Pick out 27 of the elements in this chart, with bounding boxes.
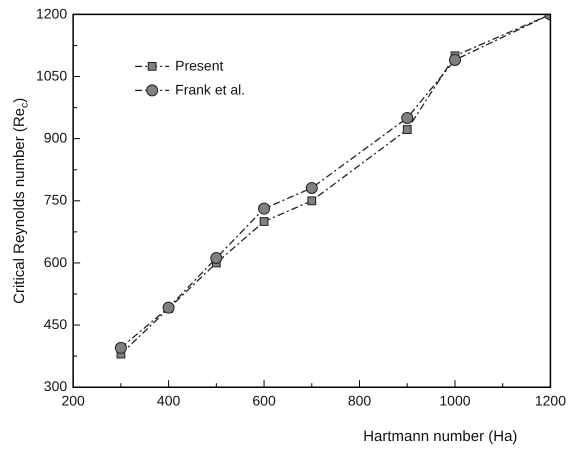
x-tick-label: 200 [61, 392, 86, 408]
y-tick-label: 750 [44, 192, 68, 208]
y-tick-label: 450 [44, 316, 68, 332]
point [260, 217, 268, 226]
x-tick-label: 800 [348, 392, 372, 408]
legend-label: Frank et al. [175, 81, 246, 98]
x-axis-title: Hartmann number (Ha) [363, 428, 518, 446]
x-tick-label: 600 [252, 392, 276, 408]
point [448, 54, 461, 66]
point [114, 342, 127, 354]
y-axis-title: Critical Reynolds number (Rec) [11, 98, 30, 304]
y-tick-label: 300 [44, 378, 68, 394]
x-tick-label: 1000 [439, 392, 471, 408]
y-tick-label: 900 [44, 130, 68, 146]
point [210, 252, 222, 264]
legend-label: Present [175, 57, 224, 74]
y-tick-label: 1050 [36, 67, 68, 84]
y-tick-label: 1200 [36, 5, 68, 22]
point [306, 182, 318, 194]
y-tick-label: 600 [44, 254, 68, 270]
point [162, 302, 175, 314]
point [402, 125, 412, 134]
x-tick-label: 400 [156, 392, 180, 408]
point [258, 202, 270, 215]
point [307, 196, 316, 206]
x-tick-label: 1200 [534, 392, 566, 408]
point [401, 112, 414, 124]
